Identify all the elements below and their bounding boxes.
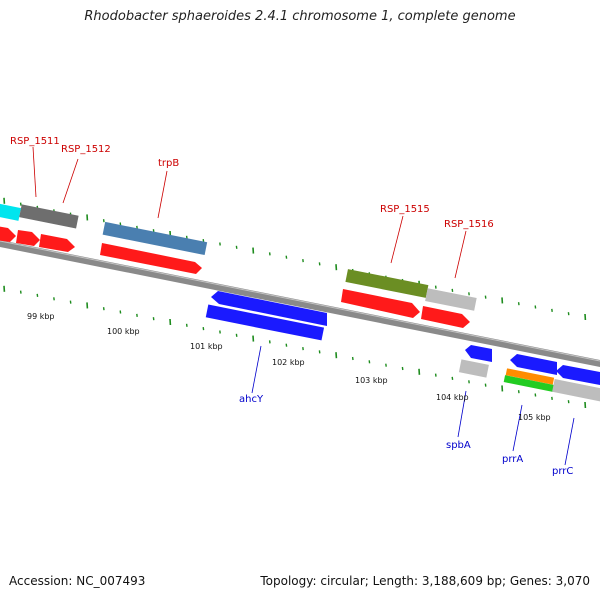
gene-label-prrc[interactable]: prrC [552,466,573,477]
gene-label-spba[interactable]: spbA [446,440,471,451]
map-title: Rhodobacter sphaeroides 2.4.1 chromosome… [84,9,516,24]
dna-backbone-highlight [0,240,600,362]
reverse-strand-features [205,291,600,402]
gene-label-prra[interactable]: prrA [502,454,523,465]
cds-arrow-red-rsp1516 [421,306,470,328]
feature-grey-rsp1516 [425,288,477,311]
feature-gray-rsp1511 [19,204,79,229]
cds-arrow-blue-spba [465,345,492,362]
gene-label-trpb[interactable]: trpB [158,158,179,169]
leader-rsp1516 [454,230,467,279]
accession-text: Accession: NC_007493 [9,574,146,588]
scale-label-105: 105 kbp [518,413,551,422]
cds-arrow-red-rsp1515 [341,289,420,318]
leader-rsp1515 [390,215,404,264]
label-leaders [32,146,575,466]
feature-grey-prrc [552,379,600,402]
backbone-group [0,240,600,367]
leader-rsp1511 [32,146,37,198]
scale-labels: 99 kbp 100 kbp 101 kbp 102 kbp 103 kbp 1… [27,312,551,422]
cds-arrow-blue-prra [510,354,557,375]
gene-labels: RSP_1511 RSP_1512 trpB RSP_1515 RSP_1516… [10,136,573,477]
dna-backbone [0,240,600,367]
scale-label-99: 99 kbp [27,312,55,321]
gene-label-ahcy[interactable]: ahcY [239,394,264,405]
gene-label-rsp1516[interactable]: RSP_1516 [444,219,494,230]
scale-label-102: 102 kbp [272,358,305,367]
feature-cyan [0,203,21,221]
leader-spba [457,390,467,438]
leader-prra [512,404,523,452]
cds-arrow-blue-prrc [556,365,600,385]
feature-blue-ahcy [205,304,325,341]
leader-rsp1512 [62,158,79,204]
cds-arrow-red-trpb [100,243,202,274]
leader-trpb [157,170,168,219]
forward-strand-features [0,203,477,328]
gene-label-rsp1511[interactable]: RSP_1511 [10,136,60,147]
scale-label-100: 100 kbp [107,327,140,336]
scale-label-101: 101 kbp [190,342,223,351]
feature-grey-spba [458,359,489,378]
scale-label-104: 104 kbp [436,393,469,402]
leader-ahcy [251,345,262,394]
cds-arrow-blue-ahcy-upper [211,291,327,326]
feature-green [503,375,555,392]
cds-arrow-red-2 [16,230,40,246]
feature-teal-trpb [102,221,208,256]
leader-prrc [564,417,575,466]
feature-olive-rsp1515 [345,269,429,298]
feature-orange [505,368,555,385]
cds-arrow-red-3 [39,234,75,252]
scale-label-103: 103 kbp [355,376,388,385]
genome-summary-text: Topology: circular; Length: 3,188,609 bp… [260,574,590,588]
gene-label-rsp1512[interactable]: RSP_1512 [61,144,111,155]
cds-arrow-red-1 [0,226,16,242]
gene-label-rsp1515[interactable]: RSP_1515 [380,204,430,215]
